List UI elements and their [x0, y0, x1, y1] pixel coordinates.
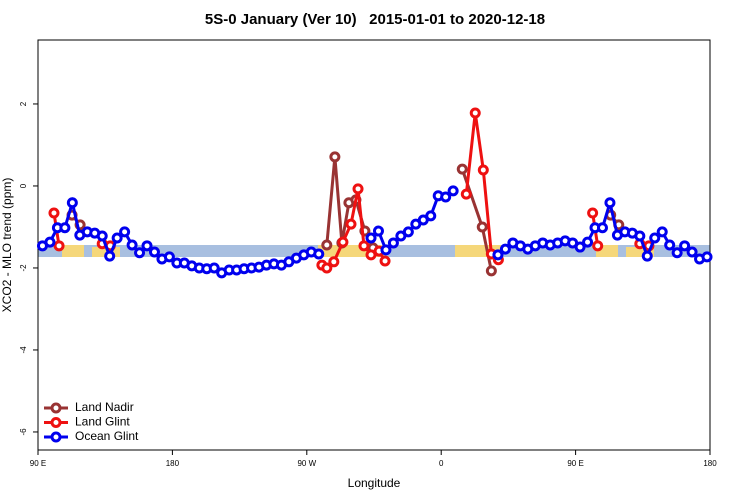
point	[59, 222, 71, 234]
legend-label: Land Nadir	[75, 400, 134, 414]
y-tick-label: -4	[19, 346, 28, 354]
point	[379, 255, 391, 267]
point	[126, 239, 138, 251]
point	[476, 221, 488, 233]
point	[664, 239, 676, 251]
x-tick-label: 90 E	[30, 459, 46, 468]
point	[163, 251, 175, 263]
point	[701, 251, 713, 263]
point	[447, 185, 459, 197]
point	[372, 225, 384, 237]
point	[321, 239, 333, 251]
legend-marker	[50, 402, 62, 414]
point	[134, 247, 146, 259]
point	[380, 244, 392, 256]
point	[656, 226, 668, 238]
y-axis-label: XCO2 - MLO trend (ppm)	[0, 178, 14, 313]
point	[686, 246, 698, 258]
legend-marker	[50, 431, 62, 443]
point	[313, 248, 325, 260]
point	[66, 197, 78, 209]
point	[641, 250, 653, 262]
point	[456, 163, 468, 175]
x-tick-label: 90 E	[567, 459, 583, 468]
point	[485, 265, 497, 277]
point	[671, 247, 683, 259]
y-tick-label: 2	[19, 101, 28, 106]
land-strip	[626, 247, 654, 257]
point	[574, 241, 586, 253]
point	[337, 236, 349, 248]
land-strip	[62, 245, 84, 257]
point	[596, 222, 608, 234]
x-axis-label: Longitude	[348, 476, 401, 490]
point	[592, 240, 604, 252]
x-tick-label: 180	[166, 459, 180, 468]
point	[387, 237, 399, 249]
legend-label: Ocean Glint	[75, 429, 139, 443]
point	[208, 262, 220, 274]
y-tick-label: -2	[19, 264, 28, 272]
point	[352, 183, 364, 195]
point	[402, 226, 414, 238]
point	[329, 151, 341, 163]
point	[460, 188, 472, 200]
point	[649, 232, 661, 244]
point	[492, 249, 504, 261]
point	[499, 243, 511, 255]
point	[440, 191, 452, 203]
x-tick-label: 180	[703, 459, 717, 468]
point	[634, 230, 646, 242]
point	[148, 246, 160, 258]
point	[425, 210, 437, 222]
legend-marker	[50, 417, 62, 428]
point	[477, 164, 489, 176]
point	[345, 218, 357, 230]
point	[119, 226, 131, 238]
point	[365, 232, 377, 244]
point	[53, 240, 65, 252]
point	[141, 240, 153, 252]
point	[44, 236, 56, 248]
series-line	[464, 112, 500, 261]
point	[587, 207, 599, 219]
y-tick-label: 0	[19, 183, 28, 188]
y-tick-label: -6	[19, 428, 28, 436]
point	[604, 197, 616, 209]
point	[111, 232, 123, 244]
legend-label: Land Glint	[75, 415, 130, 429]
x-tick-label: 0	[439, 459, 444, 468]
point	[358, 240, 370, 252]
point	[582, 236, 594, 248]
point	[104, 250, 116, 262]
x-tick-label: 90 W	[297, 459, 316, 468]
point	[48, 207, 60, 219]
point	[321, 262, 333, 274]
point	[328, 256, 340, 268]
point	[679, 240, 691, 252]
point	[96, 230, 108, 242]
point	[469, 107, 481, 119]
chart-title: 5S-0 January (Ver 10) 2015-01-01 to 2020…	[205, 11, 545, 28]
